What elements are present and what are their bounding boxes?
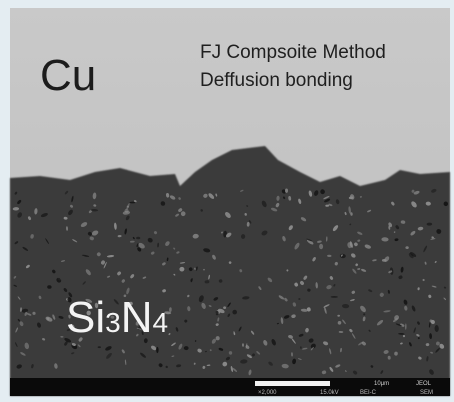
si3n4-sub2: 4 [152,307,168,338]
voltage-label: 15.0kV [320,390,339,396]
type-label: SEM [420,390,433,396]
magnification-label: ×2,000 [258,390,277,396]
mode-label: BEI-C [360,390,377,396]
ceramic-layer [10,146,450,396]
page: 10μm JEOL ×2,000 15.0kV BEI-C SEM Cu FJ … [0,0,454,402]
si3n4-si: Si [66,293,105,342]
micrograph: 10μm JEOL ×2,000 15.0kV BEI-C SEM Cu FJ … [0,0,454,402]
scale-label: 10μm [374,381,389,387]
brand-label: JEOL [416,381,432,387]
si3n4-sub1: 3 [105,307,121,338]
method-label: FJ Compsoite Method [200,42,386,63]
si3n4-n: N [121,293,153,342]
bonding-label: Deffusion bonding [200,70,353,91]
cu-label: Cu [40,51,96,100]
scale-bar [255,381,330,386]
